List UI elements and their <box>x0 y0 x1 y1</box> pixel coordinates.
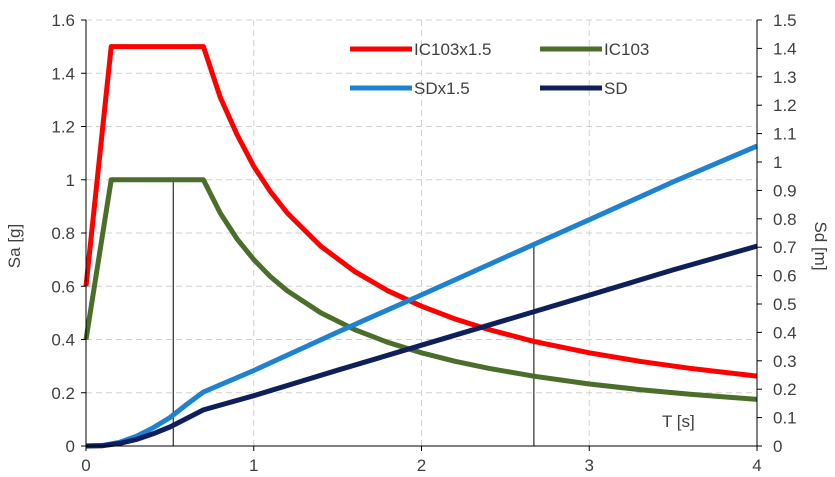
y2-tick-label: 0 <box>773 437 782 456</box>
y2-tick-label: 0.5 <box>773 295 797 314</box>
legend: IC103x1.5 IC103 SDx1.5 SD <box>350 40 649 98</box>
y-tick-label: 0.2 <box>51 384 75 403</box>
legend-label-SD: SD <box>604 79 628 98</box>
y2-tick-label: 1.3 <box>773 68 797 87</box>
y-tick-label: 1.4 <box>51 64 75 83</box>
axes <box>81 19 762 451</box>
gridlines <box>86 19 757 446</box>
y-tick-label: 0.4 <box>51 331 75 350</box>
y2-axis-title: Sd [m] <box>811 221 830 270</box>
x-axis-title: T [s] <box>662 412 695 431</box>
y-tick-label: 1.2 <box>51 118 75 137</box>
legend-label-IC103: IC103 <box>604 40 649 59</box>
y-tick-label: 0.6 <box>51 277 75 296</box>
x-tick-label: 3 <box>585 456 594 475</box>
y2-tick-label: 1.2 <box>773 96 797 115</box>
y2-tick-label: 0.6 <box>773 267 797 286</box>
x-tick-label: 1 <box>249 456 258 475</box>
series-line-SD <box>85 243 758 449</box>
tick-labels: 0 0.2 0.4 0.6 0.8 1 1.2 1.4 1.6 0 0.1 0.2 0.3 0.4 0.5 0… <box>51 11 796 475</box>
y-tick-label: 1 <box>66 171 75 190</box>
y2-tick-label: 0.1 <box>773 409 797 428</box>
y2-tick-label: 1.4 <box>773 39 797 58</box>
y2-tick-label: 1 <box>773 153 782 172</box>
x-tick-label: 4 <box>752 456 761 475</box>
y2-tick-label: 0.4 <box>773 323 797 342</box>
series-line-IC103 <box>83 177 758 402</box>
y2-tick-label: 0.7 <box>773 238 797 257</box>
y2-tick-label: 1.5 <box>773 11 797 30</box>
y-axis-title: Sa [g] <box>5 224 24 268</box>
y2-tick-label: 1.1 <box>773 125 797 144</box>
reference-lines <box>172 179 535 446</box>
series-line-IC103x1.5 <box>83 44 758 379</box>
y-tick-label: 0.8 <box>51 224 75 243</box>
series-lines <box>83 44 758 449</box>
x-tick-label: 0 <box>81 456 90 475</box>
legend-label-IC103x1.5: IC103x1.5 <box>414 40 492 59</box>
y2-tick-label: 0.2 <box>773 380 797 399</box>
y-tick-label: 0 <box>66 437 75 456</box>
y2-tick-label: 0.9 <box>773 181 797 200</box>
legend-label-SDx1.5: SDx1.5 <box>414 79 470 98</box>
x-tick-label: 2 <box>417 456 426 475</box>
y2-tick-label: 0.8 <box>773 210 797 229</box>
y2-tick-label: 0.3 <box>773 352 797 371</box>
y-tick-label: 1.6 <box>51 11 75 30</box>
